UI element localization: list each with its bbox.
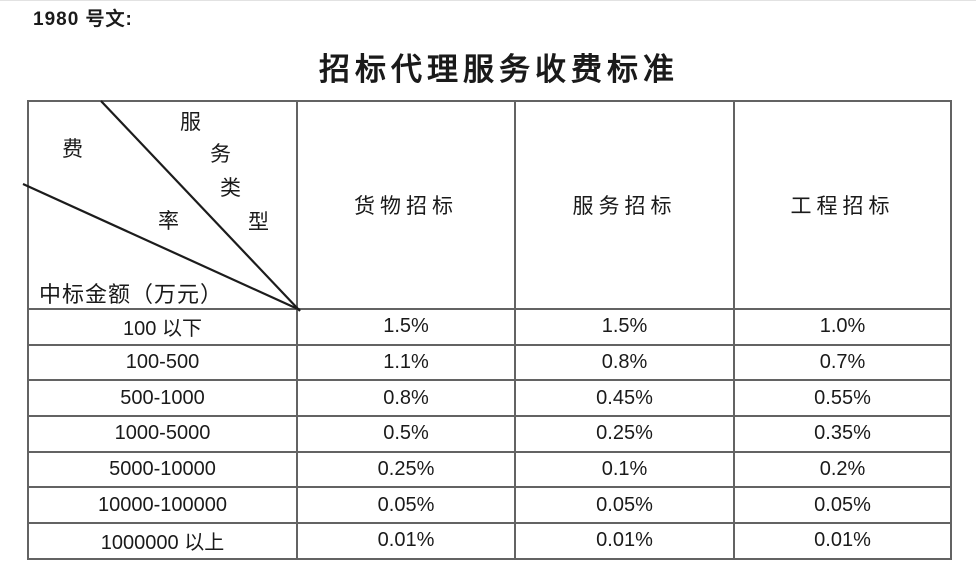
fee-cell: 0.8% — [514, 343, 735, 382]
fee-cell: 0.45% — [514, 379, 735, 418]
col-header-goods-bidding: 货物招标 — [296, 100, 516, 310]
table-row: 100 以下 1.5% 1.5% 1.0% — [27, 308, 952, 346]
table-row: 10000-100000 0.05% 0.05% 0.05% — [27, 486, 952, 525]
amount-axis-label: 中标金额（万元） — [39, 282, 224, 307]
fee-cell: 0.01% — [733, 522, 952, 560]
corner-char-service-type-1: 服 — [180, 110, 201, 134]
fee-cell: 0.2% — [733, 450, 952, 489]
page-top-edge — [0, 0, 976, 1]
row-range-label: 5000-10000 — [27, 450, 298, 489]
table-row: 100-500 1.1% 0.8% 0.7% — [27, 343, 952, 382]
row-range-label: 100-500 — [27, 343, 298, 382]
fee-cell: 0.01% — [514, 522, 735, 560]
corner-char-fee-rate-1: 费 — [62, 137, 83, 161]
table-row: 5000-10000 0.25% 0.1% 0.2% — [27, 450, 952, 489]
row-range-label: 1000000 以上 — [27, 522, 298, 560]
table-row: 1000-5000 0.5% 0.25% 0.35% — [27, 415, 952, 453]
fee-cell: 0.1% — [514, 450, 735, 489]
corner-char-fee-rate-2: 率 — [158, 209, 179, 233]
col-header-service-bidding: 服务招标 — [514, 100, 735, 310]
diagonal-line-upper — [100, 100, 301, 312]
fee-cell: 0.25% — [514, 415, 735, 453]
col-header-engineering-bidding: 工程招标 — [733, 100, 952, 310]
row-range-label: 1000-5000 — [27, 415, 298, 453]
fee-cell: 1.0% — [733, 308, 952, 346]
table-row: 1000000 以上 0.01% 0.01% 0.01% — [27, 522, 952, 560]
diagonal-line-lower — [22, 182, 301, 312]
fee-cell: 0.25% — [296, 450, 516, 489]
corner-header-cell: 服 务 类 型 费 率 中标金额（万元） — [22, 100, 301, 312]
fee-cell: 1.5% — [296, 308, 516, 346]
fee-cell: 0.05% — [733, 486, 952, 525]
fee-cell: 0.35% — [733, 415, 952, 453]
row-range-label: 100 以下 — [27, 308, 298, 346]
fee-cell: 0.5% — [296, 415, 516, 453]
corner-char-service-type-3: 类 — [220, 176, 241, 200]
fee-cell: 0.7% — [733, 343, 952, 382]
fee-cell: 0.01% — [296, 522, 516, 560]
fee-cell: 1.1% — [296, 343, 516, 382]
fee-cell: 0.8% — [296, 379, 516, 418]
fee-cell: 0.05% — [514, 486, 735, 525]
fee-standard-table: 服 务 类 型 费 率 中标金额（万元） 货物招标 服务招标 工程招标 100 … — [22, 100, 952, 560]
fee-cell: 0.55% — [733, 379, 952, 418]
row-range-label: 500-1000 — [27, 379, 298, 418]
doc-number-label: 1980 号文: — [33, 9, 133, 30]
document-title: 招标代理服务收费标准 — [319, 52, 679, 87]
table-row: 500-1000 0.8% 0.45% 0.55% — [27, 379, 952, 418]
fee-cell: 0.05% — [296, 486, 516, 525]
fee-cell: 1.5% — [514, 308, 735, 346]
table-header-row: 服 务 类 型 费 率 中标金额（万元） 货物招标 服务招标 工程招标 — [22, 100, 952, 312]
corner-char-service-type-2: 务 — [210, 142, 231, 166]
diagonal-divider-lines — [22, 100, 301, 312]
row-range-label: 10000-100000 — [27, 486, 298, 525]
corner-char-service-type-4: 型 — [248, 210, 269, 234]
